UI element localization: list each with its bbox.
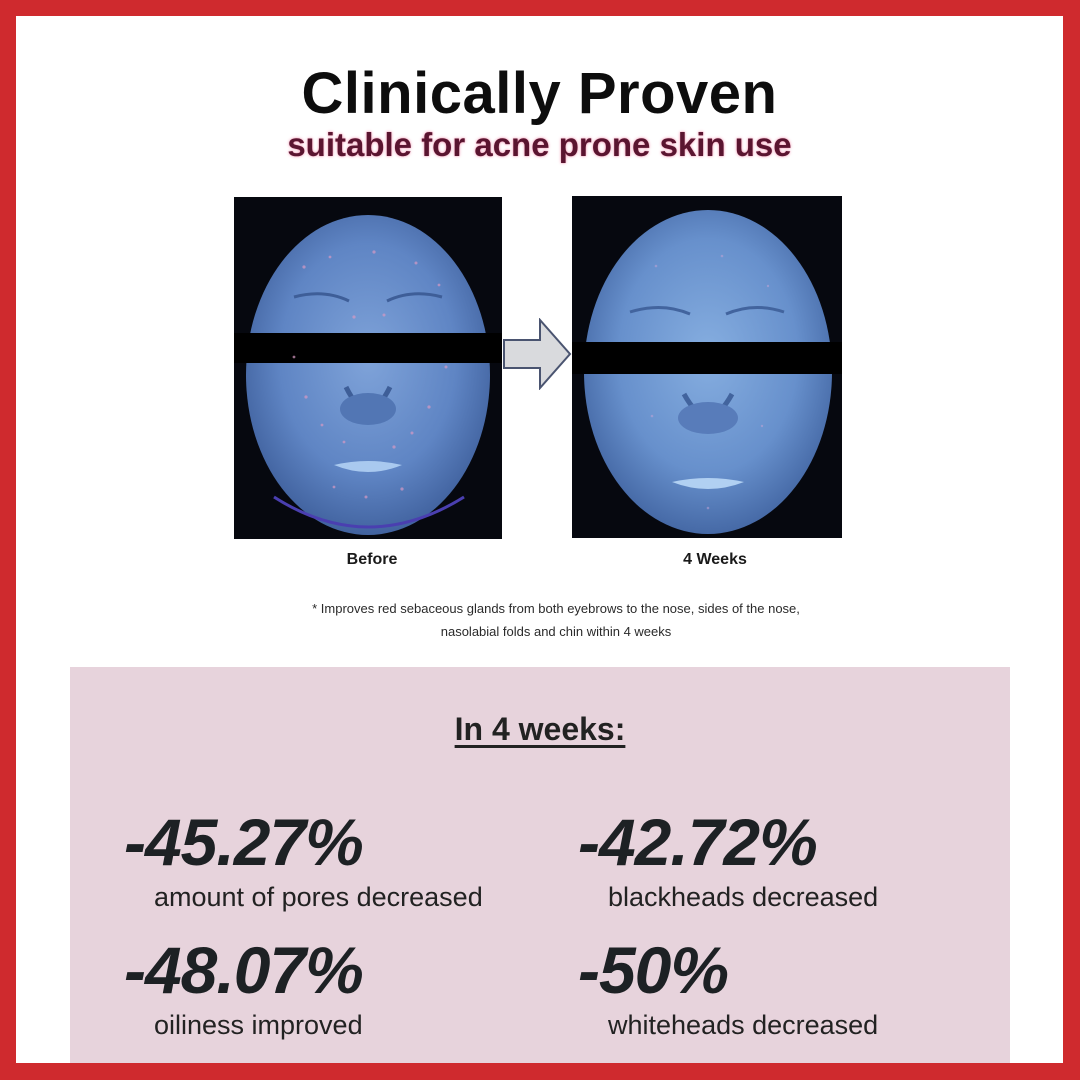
results-panel: In 4 weeks: -45.27% amount of pores decr… (70, 667, 1010, 1063)
footnote-line-1: * Improves red sebaceous glands from bot… (312, 601, 800, 616)
stat-oiliness: -48.07% oiliness improved (124, 937, 544, 1041)
after-photo (572, 196, 842, 538)
stat-label: amount of pores decreased (154, 882, 483, 912)
before-photo (234, 197, 502, 539)
stat-label: blackheads decreased (608, 882, 879, 912)
right-arrow-icon (503, 318, 572, 390)
stat-value: -50% (578, 933, 729, 1007)
stat-label: whiteheads decreased (608, 1010, 879, 1040)
stat-label: oiliness improved (154, 1010, 363, 1040)
page-title: Clinically Proven (301, 61, 778, 126)
stat-whiteheads: -50% whiteheads decreased (578, 937, 998, 1041)
ad-frame: Clinically Proven suitable for acne pron… (16, 16, 1063, 1063)
before-caption: Before (346, 551, 398, 568)
stat-value: -42.72% (578, 805, 818, 879)
stat-value: -45.27% (124, 805, 364, 879)
after-face-image (572, 196, 842, 538)
after-caption: 4 Weeks (683, 551, 747, 568)
page-subtitle: suitable for acne prone skin use (287, 126, 792, 163)
stat-blackheads: -42.72% blackheads decreased (578, 809, 998, 913)
before-face-image (234, 197, 502, 539)
footnote: * Improves red sebaceous glands from bot… (196, 597, 916, 643)
footnote-line-2: nasolabial folds and chin within 4 weeks (440, 624, 672, 639)
results-heading: In 4 weeks: (454, 711, 626, 747)
stat-pores: -45.27% amount of pores decreased (124, 809, 544, 913)
stat-value: -48.07% (124, 933, 364, 1007)
